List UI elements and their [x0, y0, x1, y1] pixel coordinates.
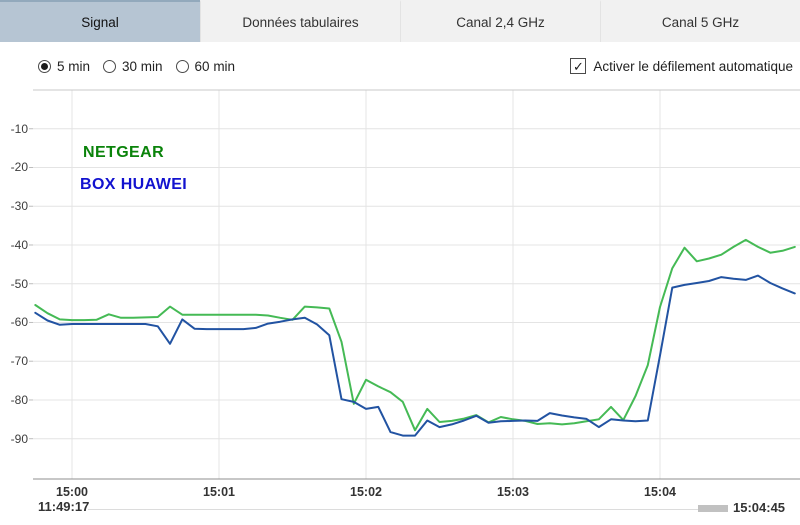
- checkbox-checked-icon: ✓: [570, 58, 587, 74]
- tab-canal-2-4-ghz-label: Canal 2,4 GHz: [456, 14, 545, 30]
- y-tick-label: -90: [10, 431, 28, 446]
- timeline-scrollbar-thumb[interactable]: [698, 505, 728, 512]
- y-tick-label: -40: [10, 237, 28, 252]
- y-tick-label: -50: [10, 276, 28, 291]
- radio-30-min-label: 30 min: [122, 58, 163, 74]
- interval-radio-group: 5 min 30 min 60 min: [38, 52, 248, 80]
- series-line-box-huawei: [34, 274, 796, 437]
- x-tick-label: 15:01: [203, 485, 235, 499]
- radio-5-min-circle-icon: [38, 59, 51, 73]
- x-tick-label: 15:04: [644, 485, 676, 499]
- y-tick-label: -80: [10, 392, 28, 407]
- tab-canal-2-4-ghz[interactable]: Canal 2,4 GHz: [400, 0, 600, 42]
- legend-box-huawei: BOX HUAWEI: [80, 176, 188, 193]
- radio-60-min-label: 60 min: [194, 58, 236, 74]
- series-line-netgear: [34, 238, 796, 432]
- radio-5-min-label: 5 min: [57, 58, 91, 74]
- x-tick-label: 15:02: [350, 485, 382, 499]
- y-tick-label: -20: [10, 160, 28, 175]
- x-tick-label: 15:03: [497, 485, 529, 499]
- timeline-start-time: 11:49:17: [38, 499, 90, 514]
- autoscroll-checkbox-row[interactable]: ✓ Activer le défilement automatique: [570, 52, 793, 80]
- y-tick-label: -30: [10, 199, 28, 214]
- tab-signal-label: Signal: [81, 14, 119, 30]
- tab-signal[interactable]: Signal: [0, 0, 200, 42]
- y-tick-label: -70: [10, 354, 28, 369]
- tab-canal-5-ghz[interactable]: Canal 5 GHz: [600, 0, 800, 42]
- radio-30-min-circle-icon: [103, 59, 117, 73]
- tab-donnees-tabulaires[interactable]: Données tabulaires: [200, 0, 400, 42]
- radio-30-min[interactable]: 30 min: [103, 59, 163, 74]
- timeline-end-time: 15:04:45: [733, 500, 786, 515]
- y-tick-label: -10: [10, 121, 28, 136]
- tab-donnees-tabulaires-label: Données tabulaires: [242, 14, 359, 30]
- radio-60-min[interactable]: 60 min: [175, 58, 236, 74]
- autoscroll-checkbox-label: Activer le défilement automatique: [593, 58, 793, 74]
- radio-5-min[interactable]: 5 min: [38, 59, 90, 74]
- y-tick-label: -60: [10, 315, 28, 330]
- timeline-scrollbar-track[interactable]: [88, 509, 728, 510]
- tab-bar: Signal Données tabulaires Canal 2,4 GHz …: [0, 0, 800, 42]
- controls-row: 5 min 30 min 60 min ✓ Activer le défilem…: [0, 52, 800, 80]
- legend-netgear: NETGEAR: [83, 144, 165, 161]
- x-tick-label: 15:00: [56, 485, 88, 499]
- radio-60-min-circle-icon: [175, 59, 189, 73]
- tab-canal-5-ghz-label: Canal 5 GHz: [661, 14, 740, 30]
